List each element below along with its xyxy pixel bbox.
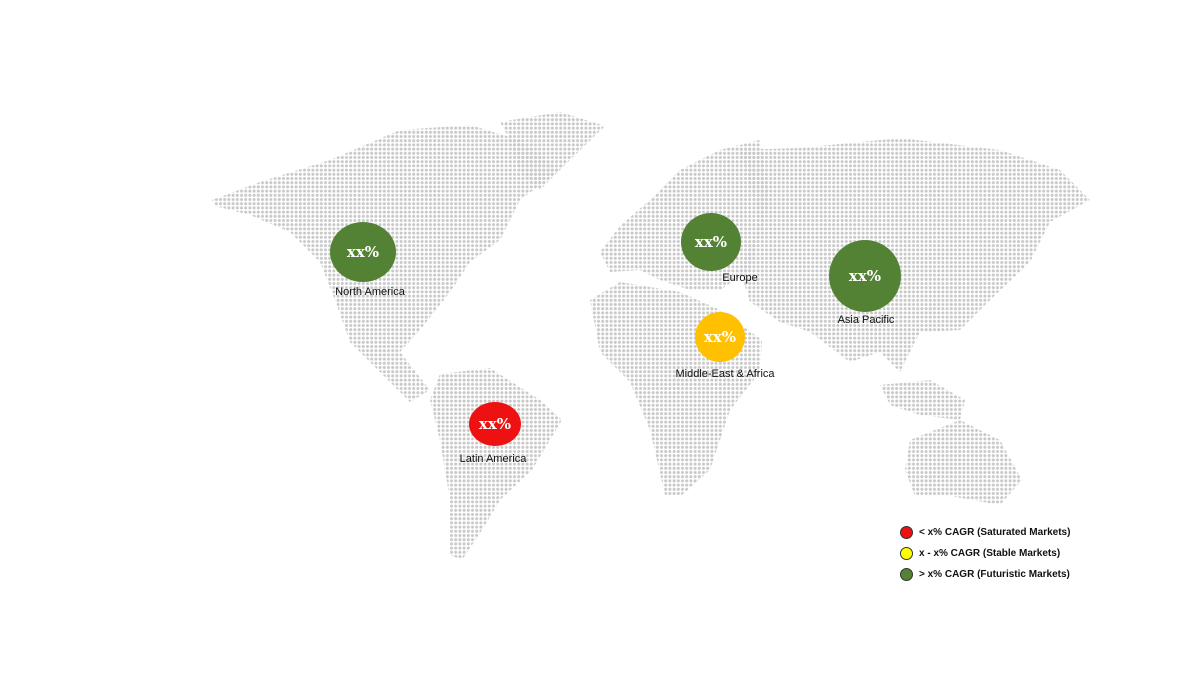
region-bubble-asia-pacific: xx% (829, 240, 901, 312)
region-label-asia-pacific: Asia Pacific (837, 314, 895, 326)
legend-label: > x% CAGR (Futuristic Markets) (919, 569, 1070, 580)
legend-label: x - x% CAGR (Stable Markets) (919, 548, 1061, 559)
greenland-landmass (500, 112, 605, 190)
australia-landmass (905, 420, 1022, 505)
region-label-north-america: North America (335, 286, 405, 298)
region-bubble-north-america: xx% (330, 222, 396, 282)
region-value: xx% (346, 243, 380, 261)
legend-item-futuristic: > x% CAGR (Futuristic Markets) (900, 564, 1070, 585)
region-value: xx% (848, 267, 882, 285)
legend-swatch-yellow (900, 547, 913, 560)
legend-swatch-green (900, 568, 913, 581)
legend-label: < x% CAGR (Saturated Markets) (919, 527, 1071, 538)
legend: < x% CAGR (Saturated Markets) x - x% CAG… (900, 522, 1070, 585)
region-value: xx% (478, 415, 512, 433)
region-value: xx% (694, 233, 728, 251)
legend-item-saturated: < x% CAGR (Saturated Markets) (900, 522, 1070, 543)
region-label-europe: Europe (722, 272, 758, 284)
south-america-landmass (430, 368, 562, 560)
region-label-latin-america: Latin America (459, 453, 527, 465)
region-value: xx% (703, 328, 737, 346)
southeast-asia-islands (880, 380, 965, 420)
region-label-middle-east-africa: Middle-East & Africa (675, 368, 775, 380)
region-bubble-latin-america: xx% (469, 402, 521, 446)
region-bubble-europe: xx% (681, 213, 741, 271)
legend-item-stable: x - x% CAGR (Stable Markets) (900, 543, 1070, 564)
region-bubble-middle-east-africa: xx% (695, 312, 745, 362)
asia-landmass (740, 138, 1090, 372)
legend-swatch-red (900, 526, 913, 539)
africa-landmass (590, 282, 762, 495)
